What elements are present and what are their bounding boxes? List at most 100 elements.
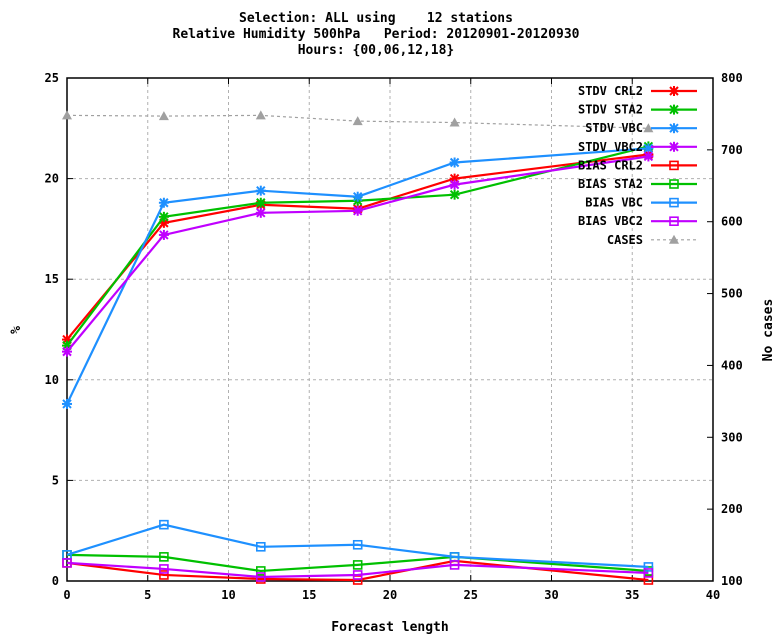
y2-tick-label: 100: [721, 574, 743, 588]
triangle-marker: [643, 123, 654, 133]
marker-stroke: [449, 189, 460, 200]
legend-label: STDV VBC2: [578, 140, 643, 154]
legend-label: STDV VBC: [585, 121, 643, 135]
x-tick-label: 30: [544, 588, 558, 602]
marker-stroke: [62, 346, 72, 357]
series-bias-vbc: [62, 519, 654, 572]
square-marker: [643, 562, 654, 572]
legend-item: STDV STA2: [578, 103, 697, 117]
series-line: [66, 523, 649, 569]
x-tick-label: 0: [63, 588, 70, 602]
y-tick-label: 10: [45, 373, 59, 387]
square-marker: [352, 570, 363, 580]
legend-label: CASES: [607, 233, 643, 247]
square-marker: [669, 179, 679, 189]
triangle-marker: [352, 116, 363, 126]
asterisk-marker: [669, 123, 679, 134]
x-tick-label: 20: [383, 588, 397, 602]
legend-label: BIAS VBC2: [578, 214, 643, 228]
asterisk-marker: [449, 179, 460, 190]
asterisk-marker: [352, 205, 363, 216]
asterisk-marker: [449, 157, 460, 168]
square-marker: [669, 160, 679, 171]
legend-label: BIAS VBC: [585, 196, 643, 210]
square-marker: [449, 560, 460, 570]
square-marker: [669, 197, 679, 208]
y-tick-label: 0: [52, 574, 59, 588]
square-marker: [62, 558, 72, 568]
marker-stroke: [669, 86, 679, 96]
series-line: [66, 155, 649, 353]
series-bias-vbc2: [62, 558, 654, 582]
square-marker: [255, 566, 266, 576]
series-stdv-vbc: [62, 143, 654, 409]
triangle-marker: [255, 110, 266, 120]
legend: STDV CRL2 STDV STA2 STDV VBC STDV VBC2 BIAS …: [578, 84, 697, 247]
legend-label: BIAS CRL2: [578, 158, 643, 172]
series: [62, 110, 654, 585]
y2-tick-label: 300: [721, 430, 743, 444]
asterisk-marker: [669, 104, 679, 115]
y2-tick-label: 500: [721, 287, 743, 301]
marker-stroke: [256, 185, 266, 196]
marker-stroke: [352, 192, 363, 202]
marker-stroke: [669, 142, 679, 152]
legend-item: BIAS VBC: [585, 196, 697, 210]
legend-item: BIAS STA2: [578, 177, 697, 191]
asterisk-marker: [158, 197, 169, 208]
y2-tick-label: 600: [721, 215, 743, 229]
square-marker: [352, 560, 363, 570]
series-stdv-vbc2: [62, 151, 654, 357]
legend-item: STDV VBC2: [578, 140, 697, 154]
triangle-marker: [449, 117, 460, 127]
marker-stroke: [159, 212, 169, 222]
square-marker: [352, 539, 363, 550]
marker-stroke: [449, 157, 460, 168]
asterisk-marker: [669, 86, 679, 96]
legend-label: STDV CRL2: [578, 84, 643, 98]
asterisk-marker: [449, 189, 460, 200]
square-marker: [159, 552, 169, 562]
chart-title-line-2: Relative Humidity 500hPa Period: 2012090…: [173, 27, 580, 42]
marker-stroke: [643, 151, 654, 162]
marker-stroke: [449, 179, 460, 190]
asterisk-marker: [158, 229, 169, 240]
square-marker: [669, 216, 679, 226]
chart-title-line-1: Selection: ALL using 12 stations: [239, 11, 513, 26]
series-line: [66, 561, 649, 579]
asterisk-marker: [352, 191, 363, 202]
axis-ticks: [66, 77, 714, 582]
marker-stroke: [256, 198, 266, 208]
triangle-marker: [62, 110, 72, 120]
legend-item: BIAS CRL2: [578, 158, 697, 172]
x-tick-label: 5: [144, 588, 151, 602]
asterisk-marker: [255, 197, 266, 208]
triangle-marker: [158, 111, 169, 121]
y-tick-label: 25: [45, 71, 59, 85]
marker-stroke: [256, 208, 266, 218]
x-tick-label: 35: [625, 588, 639, 602]
asterisk-marker: [643, 151, 654, 162]
x-axis-label: Forecast length: [331, 620, 448, 635]
asterisk-marker: [255, 185, 266, 196]
chart-title-line-3: Hours: {00,06,12,18}: [298, 43, 455, 58]
series-line: [66, 147, 649, 405]
marker-stroke: [159, 198, 169, 208]
square-marker: [643, 568, 654, 578]
marker-stroke: [352, 206, 363, 216]
triangle-marker: [669, 234, 679, 244]
series-line: [66, 559, 649, 582]
series-line: [66, 153, 649, 341]
legend-item: STDV VBC: [585, 121, 697, 135]
square-marker: [643, 575, 654, 585]
series-stdv-sta2: [62, 141, 654, 351]
asterisk-marker: [158, 211, 169, 222]
square-marker: [255, 541, 266, 552]
x-tick-label: 25: [464, 588, 478, 602]
y2-tick-label: 400: [721, 358, 743, 372]
x-tick-label: 15: [302, 588, 316, 602]
x-tick-label: 40: [706, 588, 720, 602]
marker-stroke: [62, 399, 72, 409]
y-tick-label: 5: [52, 473, 59, 487]
